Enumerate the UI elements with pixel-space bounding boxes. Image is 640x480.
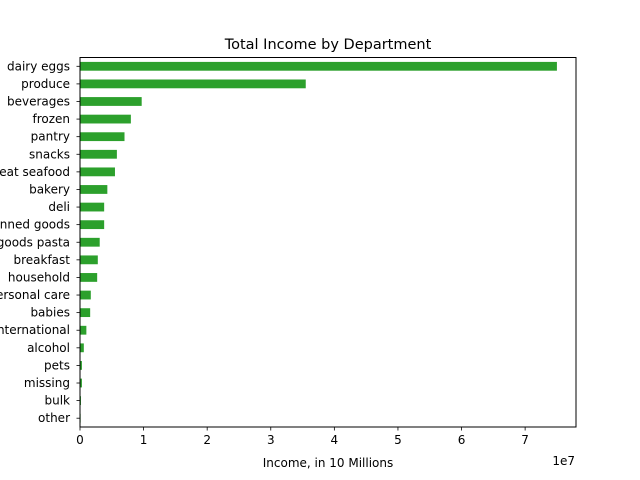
x-tick-label: 1 xyxy=(140,433,148,447)
y-tick-label: other xyxy=(38,411,70,425)
bar-babies xyxy=(80,308,91,318)
y-tick-label: snacks xyxy=(29,147,70,161)
y-tick-label: breakfast xyxy=(13,253,70,267)
y-tick-label: international xyxy=(0,323,70,337)
x-tick-label: 6 xyxy=(458,433,466,447)
y-tick-label: produce xyxy=(21,77,70,91)
x-tick-label: 2 xyxy=(203,433,211,447)
y-tick-label: canned goods xyxy=(0,218,70,232)
bar-dairy-eggs xyxy=(80,61,557,71)
y-tick-label: dry goods pasta xyxy=(0,235,70,249)
y-tick-label: personal care xyxy=(0,288,70,302)
bar-pantry xyxy=(80,132,125,142)
y-tick-label: household xyxy=(8,270,70,284)
x-axis-offset-label: 1e7 xyxy=(552,454,575,468)
y-tick-label: beverages xyxy=(7,94,70,108)
bar-meat-seafood xyxy=(80,167,115,177)
bar-frozen xyxy=(80,114,131,124)
bar-beverages xyxy=(80,97,142,106)
x-tick-label: 4 xyxy=(331,433,339,447)
y-tick-label: missing xyxy=(24,376,70,390)
x-ticks-group: 0 1 2 3 4 5 6 7 xyxy=(76,427,529,447)
y-tick-label: pets xyxy=(44,358,70,372)
bar-pets xyxy=(80,361,82,370)
y-tick-label: pantry xyxy=(31,130,70,144)
x-axis-label: Income, in 10 Millions xyxy=(263,456,394,470)
x-tick-label: 3 xyxy=(267,433,275,447)
bars-group xyxy=(80,61,557,423)
y-tick-label: deli xyxy=(48,200,70,214)
bar-produce xyxy=(80,79,306,89)
y-tick-label: bakery xyxy=(29,182,70,196)
bar-bakery xyxy=(80,185,108,194)
x-tick-label: 7 xyxy=(521,433,529,447)
x-tick-label: 0 xyxy=(76,433,84,447)
y-tick-label: frozen xyxy=(32,112,70,126)
y-tick-label: bulk xyxy=(44,394,70,408)
bar-canned-goods xyxy=(80,220,105,230)
bar-household xyxy=(80,273,98,282)
bar-alcohol xyxy=(80,343,84,353)
bar-international xyxy=(80,325,87,335)
bar-deli xyxy=(80,202,105,212)
bar-missing xyxy=(80,378,82,388)
plot-frame xyxy=(79,57,577,428)
x-tick-label: 5 xyxy=(394,433,402,447)
bar-dry-goods-pasta xyxy=(80,237,100,247)
bar-personal-care xyxy=(80,290,91,300)
y-tick-label: dairy eggs xyxy=(7,59,70,73)
y-tick-label: alcohol xyxy=(27,341,70,355)
y-tick-label: meat seafood xyxy=(0,165,70,179)
y-ticks-group: dairy eggs produce beverages frozen pantry sn… xyxy=(0,59,80,425)
bar-breakfast xyxy=(80,255,98,265)
bar-snacks xyxy=(80,149,117,159)
chart-title: Total Income by Department xyxy=(224,37,432,53)
y-tick-label: babies xyxy=(30,306,70,320)
